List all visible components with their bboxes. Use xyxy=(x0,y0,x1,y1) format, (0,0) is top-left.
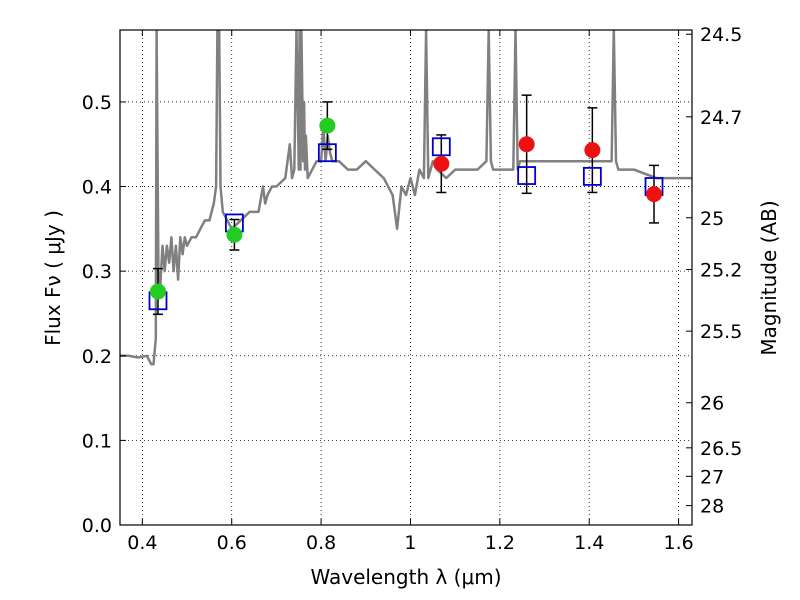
x-tick-label: 1.6 xyxy=(663,532,693,554)
x-axis-title: Wavelength λ (μm) xyxy=(310,565,501,589)
model-photometry-square xyxy=(317,143,337,163)
infrared-observation-point xyxy=(433,155,450,172)
infrared-observation-point xyxy=(646,186,663,203)
observed-photometry-layer xyxy=(149,117,663,300)
model-photometry-square xyxy=(582,166,602,186)
model-spectrum-line xyxy=(120,30,692,366)
axes-frame xyxy=(119,29,693,526)
optical-observation-point xyxy=(149,283,166,300)
model-photometry-layer xyxy=(148,137,664,311)
model-photometry-square xyxy=(517,166,537,185)
grid xyxy=(120,30,692,525)
model-spectrum-layer xyxy=(120,30,692,366)
y2-tick-label: 25.5 xyxy=(700,321,742,343)
y2-tick-label: 24.5 xyxy=(700,24,742,46)
y-axis-title: Flux Fν ( μJy ) xyxy=(41,210,65,346)
y2-axis-title: Magnitude (AB) xyxy=(757,200,781,355)
y2-tick-label: 24.7 xyxy=(700,107,742,129)
x-tick-label: 1.2 xyxy=(485,532,515,554)
y2-tick-label: 26 xyxy=(700,393,724,415)
x-tick-label: 1 xyxy=(404,532,416,554)
error-bars-layer xyxy=(152,94,660,316)
y-tick-label: 0.4 xyxy=(82,177,112,199)
optical-observation-point xyxy=(319,117,336,134)
y2-tick-label: 27 xyxy=(700,466,724,488)
y-tick-label: 0.0 xyxy=(82,515,112,537)
y-tick-label: 0.2 xyxy=(82,346,112,368)
axis-ticks: 0.4 0.6 0.8 1 1.2 1.4 1.6 0.0 0.1 0.2 0.3 0.4 0.5 24.… xyxy=(82,24,743,554)
y2-tick-label: 25 xyxy=(700,208,724,230)
x-tick-label: 0.8 xyxy=(306,532,336,554)
infrared-observation-point xyxy=(584,142,601,159)
infrared-observation-point xyxy=(518,136,535,153)
x-tick-label: 0.4 xyxy=(127,532,157,554)
y-tick-label: 0.5 xyxy=(82,92,112,114)
model-photometry-square xyxy=(431,137,451,157)
x-tick-label: 0.6 xyxy=(217,532,247,554)
y2-tick-label: 25.2 xyxy=(700,259,742,281)
y-tick-label: 0.3 xyxy=(82,261,112,283)
optical-observation-point xyxy=(226,226,243,243)
y2-tick-label: 28 xyxy=(700,496,724,518)
x-tick-label: 1.4 xyxy=(574,532,604,554)
y-tick-label: 0.1 xyxy=(82,430,112,452)
y2-tick-label: 26.5 xyxy=(700,438,742,460)
plot-frame xyxy=(119,29,693,526)
